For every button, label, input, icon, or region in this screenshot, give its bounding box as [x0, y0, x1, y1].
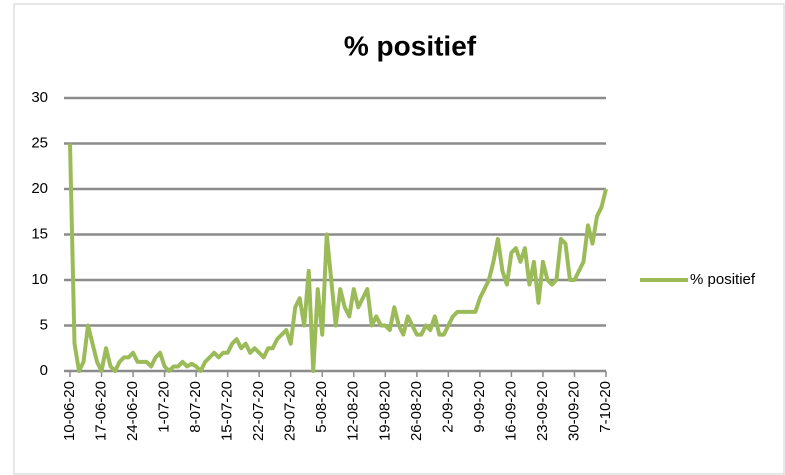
y-tick-label: 0	[40, 362, 48, 379]
x-tick-label: 24-06-20	[124, 381, 141, 441]
x-tick-label: 22-07-20	[250, 381, 267, 441]
x-tick-label: 10-06-20	[61, 381, 78, 441]
chart-title: % positief	[344, 30, 477, 61]
legend-label: % positief	[690, 271, 756, 288]
x-tick-label: 29-07-20	[282, 381, 299, 441]
x-tick-label: 23-09-20	[534, 381, 551, 441]
x-tick-label: 15-07-20	[219, 381, 236, 441]
x-tick-label: 5-08-20	[313, 381, 330, 433]
data-line	[68, 143, 608, 373]
y-tick-label: 15	[31, 225, 48, 242]
y-tick-label: 30	[31, 89, 48, 106]
x-tick-label: 19-08-20	[376, 381, 393, 441]
x-tick-label: 17-06-20	[92, 381, 109, 441]
x-tick-label: 8-07-20	[187, 381, 204, 433]
y-tick-label: 25	[31, 134, 48, 151]
x-tick-label: 16-09-20	[502, 381, 519, 441]
x-tick-label: 7-10-20	[597, 381, 614, 433]
y-tick-label: 5	[40, 316, 48, 333]
x-tick-label: 9-09-20	[471, 381, 488, 433]
x-tick-label: 12-08-20	[345, 381, 362, 441]
x-tick-label: 30-09-20	[565, 381, 582, 441]
y-tick-label: 20	[31, 180, 48, 197]
chart-frame	[13, 3, 785, 475]
x-tick-label: 2-09-20	[439, 381, 456, 433]
x-tick-label: 26-08-20	[408, 381, 425, 441]
x-tick-label: 1-07-20	[156, 381, 173, 433]
y-tick-label: 10	[31, 271, 48, 288]
